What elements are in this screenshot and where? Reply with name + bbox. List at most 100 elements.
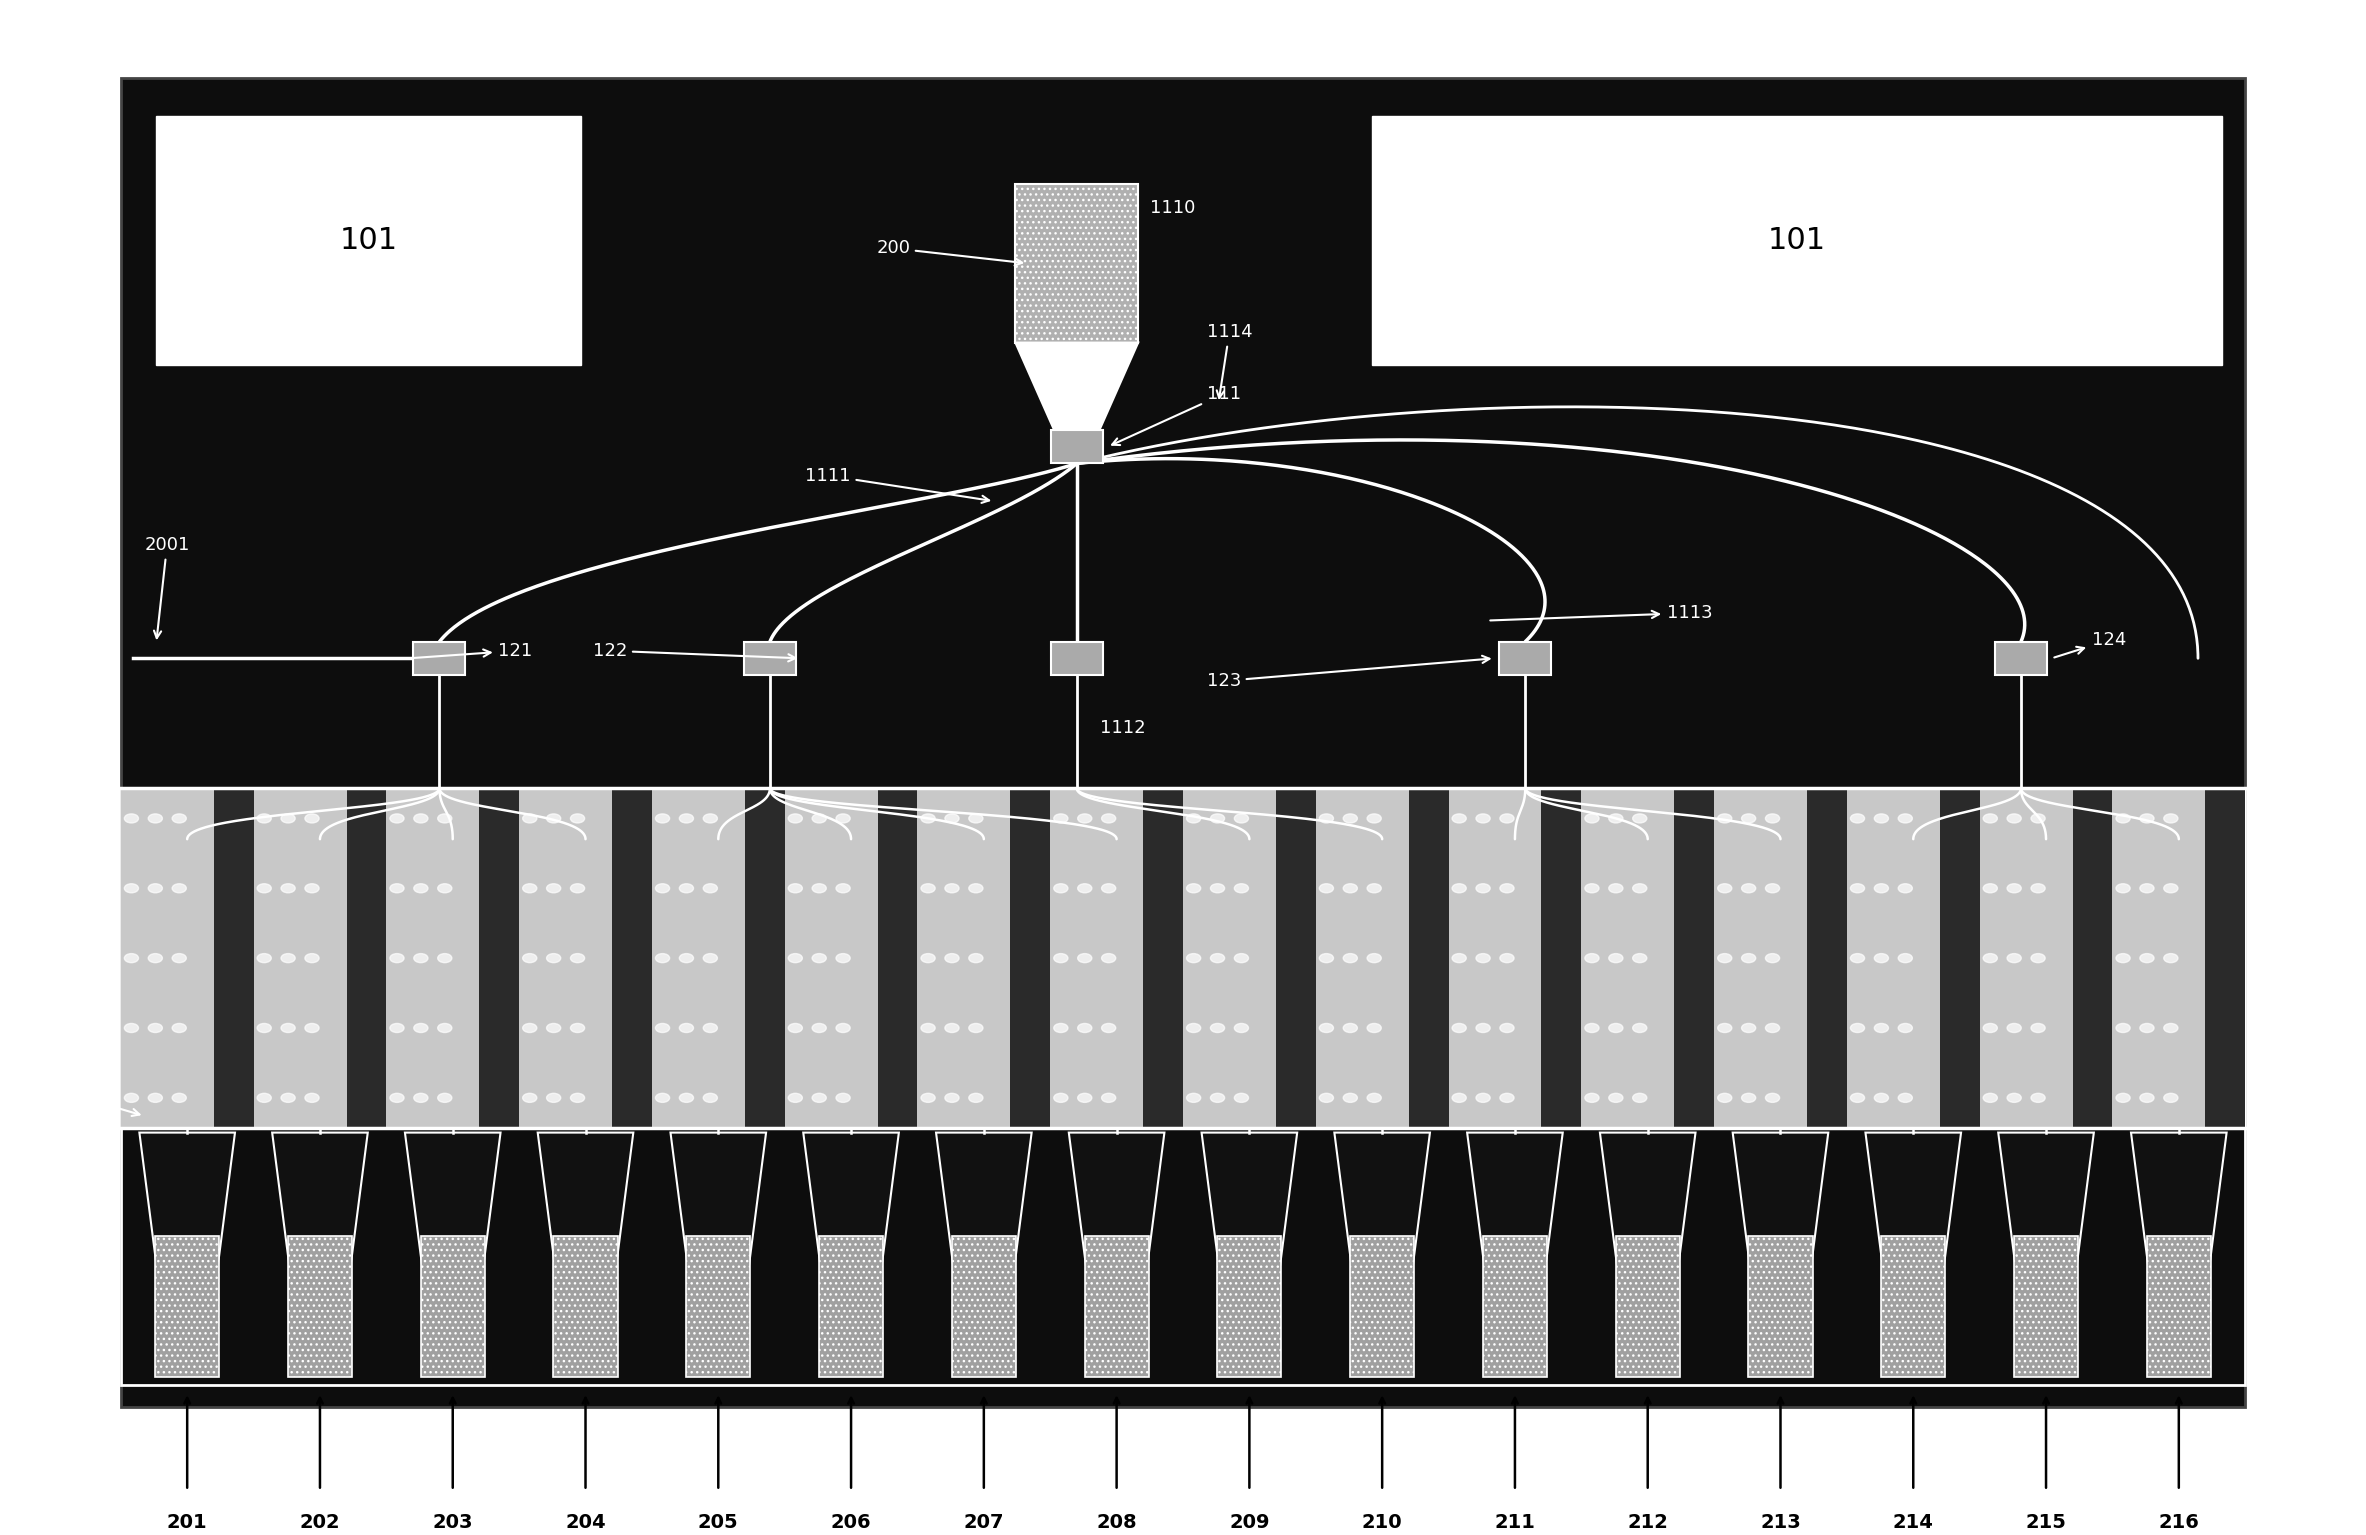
Circle shape [1368, 953, 1382, 962]
Circle shape [523, 953, 537, 962]
Circle shape [2165, 884, 2179, 893]
Circle shape [414, 1024, 428, 1033]
Polygon shape [670, 1133, 767, 1288]
Circle shape [1874, 1093, 1888, 1102]
Circle shape [1368, 1093, 1382, 1102]
Circle shape [1368, 814, 1382, 823]
Circle shape [2165, 1093, 2179, 1102]
Circle shape [1609, 953, 1623, 962]
Circle shape [1898, 953, 1912, 962]
Bar [2013, 1236, 2077, 1377]
Circle shape [968, 1024, 982, 1033]
Bar [253, 787, 345, 1128]
Circle shape [1585, 884, 1599, 893]
Circle shape [1741, 1024, 1756, 1033]
Text: 208: 208 [1095, 1514, 1138, 1532]
Bar [518, 787, 613, 1128]
Circle shape [1898, 1024, 1912, 1033]
Circle shape [1850, 1093, 1864, 1102]
Circle shape [1765, 1024, 1779, 1033]
Circle shape [125, 953, 140, 962]
Circle shape [968, 884, 982, 893]
Circle shape [835, 814, 849, 823]
Circle shape [1103, 814, 1117, 823]
Circle shape [2006, 953, 2021, 962]
Bar [121, 787, 2245, 1128]
Circle shape [1344, 1024, 1358, 1033]
Circle shape [703, 1093, 717, 1102]
Bar [1881, 1236, 1945, 1377]
Circle shape [1320, 953, 1334, 962]
Circle shape [2115, 814, 2129, 823]
Circle shape [1320, 814, 1334, 823]
Circle shape [282, 1024, 296, 1033]
Polygon shape [2132, 1133, 2226, 1288]
Circle shape [655, 953, 670, 962]
Circle shape [2030, 884, 2044, 893]
Circle shape [1453, 1024, 1467, 1033]
Circle shape [703, 884, 717, 893]
Bar [786, 787, 878, 1128]
Text: 210: 210 [1363, 1514, 1403, 1532]
Circle shape [1476, 1093, 1491, 1102]
Circle shape [920, 884, 935, 893]
Circle shape [1185, 884, 1200, 893]
Circle shape [655, 1024, 670, 1033]
Bar [289, 1236, 353, 1377]
Circle shape [1185, 1024, 1200, 1033]
Circle shape [1103, 953, 1117, 962]
Circle shape [1053, 953, 1067, 962]
Circle shape [173, 1024, 187, 1033]
Circle shape [1585, 1024, 1599, 1033]
Circle shape [2165, 1024, 2179, 1033]
Bar [1808, 787, 1848, 1128]
Circle shape [1500, 953, 1514, 962]
Circle shape [1320, 884, 1334, 893]
Bar [613, 787, 653, 1128]
Circle shape [570, 1024, 584, 1033]
Bar [1748, 1236, 1812, 1377]
Text: 203: 203 [433, 1514, 473, 1532]
Circle shape [149, 953, 163, 962]
Polygon shape [1599, 1133, 1696, 1288]
Circle shape [920, 814, 935, 823]
Circle shape [1235, 814, 1249, 823]
Circle shape [125, 884, 140, 893]
Bar [745, 787, 786, 1128]
Circle shape [812, 1024, 826, 1033]
Circle shape [655, 814, 670, 823]
Circle shape [258, 884, 272, 893]
Circle shape [1211, 884, 1226, 893]
Circle shape [1320, 1093, 1334, 1102]
Circle shape [149, 1093, 163, 1102]
Circle shape [968, 814, 982, 823]
Bar [1218, 1236, 1282, 1377]
Circle shape [547, 1093, 561, 1102]
Bar [743, 642, 795, 675]
Circle shape [1476, 953, 1491, 962]
Circle shape [2165, 814, 2179, 823]
Text: 1111: 1111 [804, 467, 989, 503]
Bar [1616, 1236, 1680, 1377]
Circle shape [1741, 953, 1756, 962]
Circle shape [1765, 814, 1779, 823]
Circle shape [1368, 884, 1382, 893]
Circle shape [679, 1024, 693, 1033]
Circle shape [968, 1093, 982, 1102]
Polygon shape [537, 1133, 634, 1288]
Circle shape [1633, 814, 1647, 823]
Circle shape [173, 1093, 187, 1102]
Circle shape [305, 814, 319, 823]
Circle shape [1500, 1093, 1514, 1102]
Circle shape [2115, 1024, 2129, 1033]
Circle shape [1500, 814, 1514, 823]
Circle shape [1718, 884, 1732, 893]
Circle shape [703, 814, 717, 823]
Circle shape [1185, 1093, 1200, 1102]
Circle shape [1983, 953, 1997, 962]
Circle shape [1850, 1024, 1864, 1033]
Circle shape [173, 814, 187, 823]
Circle shape [1344, 1093, 1358, 1102]
Circle shape [2115, 953, 2129, 962]
Circle shape [1453, 1093, 1467, 1102]
